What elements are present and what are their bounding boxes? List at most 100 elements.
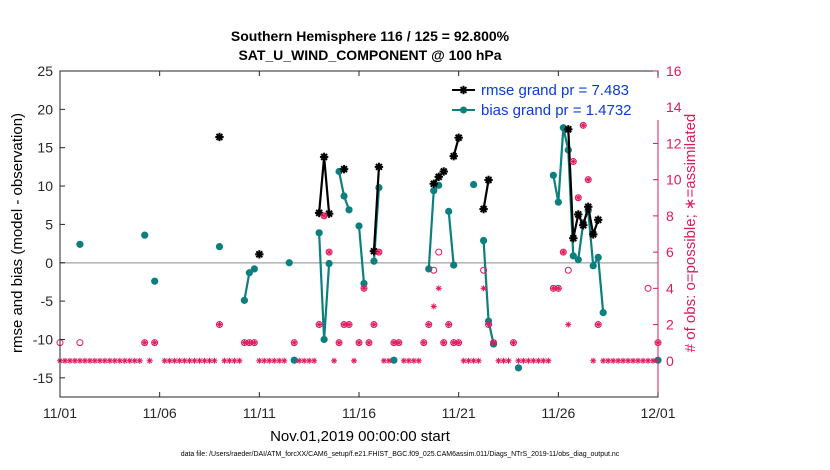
bias-point: [250, 265, 258, 273]
y-tick-label-right: 0: [666, 353, 674, 369]
rmse-point: [215, 132, 224, 142]
obs-possible-marker: [290, 339, 298, 347]
legend-box: [447, 78, 659, 120]
legend-bias-marker: [460, 106, 467, 114]
obs-assimilated-marker: [211, 357, 218, 364]
obs-assimilated-marker: [271, 357, 278, 364]
obs-possible-marker: [450, 339, 458, 347]
rmse-point: [429, 179, 438, 188]
obs-assimilated-marker: [186, 357, 193, 364]
bias-point: [370, 257, 378, 265]
rmse-point: [374, 162, 384, 172]
bias-point: [290, 356, 298, 364]
obs-assimilated-marker: [525, 357, 532, 364]
x-tick-label: 11/21: [442, 405, 476, 421]
obs-assimilated-marker: [146, 357, 153, 364]
bias-point: [514, 364, 523, 372]
obs-assimilated-marker: [490, 339, 497, 346]
bias-point: [390, 356, 398, 364]
obs-assimilated-marker: [430, 303, 437, 310]
y-tick-label-left: -10: [33, 331, 53, 347]
bias-point: [215, 243, 224, 251]
y-tick-label-right: 12: [666, 135, 682, 151]
bias-series-line: [447, 211, 455, 266]
legend-bias-label: bias grand pr = 1.4732: [481, 102, 632, 119]
rmse-point: [434, 172, 443, 182]
obs-assimilated-marker: [535, 357, 542, 364]
obs-possible-marker: [360, 284, 368, 292]
bias-point: [285, 259, 293, 267]
obs-possible-marker: [435, 248, 443, 256]
rmse-point: [255, 250, 264, 259]
obs-possible-marker: [345, 321, 353, 329]
obs-possible-marker: [430, 266, 438, 274]
obs-assimilated-marker: [480, 285, 487, 292]
obs-assimilated-marker: [575, 194, 582, 201]
obs-assimilated-marker: [415, 357, 422, 364]
obs-possible-marker: [559, 248, 567, 256]
obs-possible-marker: [395, 339, 403, 347]
obs-possible-marker: [245, 339, 253, 347]
bias-point: [320, 335, 328, 344]
bias-point: [141, 231, 149, 239]
y-tick-label-left: 10: [37, 178, 53, 194]
obs-possible-marker: [485, 321, 493, 329]
rmse-point: [339, 164, 349, 174]
bias-point: [589, 262, 597, 270]
obs-assimilated-marker: [76, 357, 83, 364]
obs-possible-marker: [644, 284, 652, 292]
y-tick-label-right: 14: [666, 99, 682, 115]
obs-possible-marker: [445, 321, 453, 329]
obs-possible-marker: [325, 248, 333, 256]
axes: 11/01 11/06 11/11 11/16 11/21 11/26 12/01 -15 -1…: [33, 63, 682, 421]
obs-assimilated-marker: [580, 122, 587, 129]
obs-assimilated-marker: [570, 158, 577, 165]
obs-possible-marker: [554, 284, 562, 292]
y-tick-label-left: 5: [45, 216, 53, 232]
bias-point: [360, 279, 368, 288]
bias-point: [151, 277, 159, 285]
obs-assimilated-marker: [91, 357, 98, 364]
obs-assimilated-marker: [236, 357, 243, 364]
obs-assimilated-marker: [370, 321, 377, 328]
obs-assimilated-marker: [291, 339, 298, 346]
obs-possible-marker: [141, 339, 149, 347]
obs-assimilated-marker: [306, 357, 313, 364]
y-axis-label-right: # of obs: o=possible; ∗=assimilated: [682, 114, 699, 353]
chart-title-line2: SAT_U_WIND_COMPONENT @ 100 hPa: [238, 47, 501, 63]
legend-rmse-marker: [459, 85, 468, 95]
obs-assimilated-marker: [505, 357, 512, 364]
obs-possible-marker: [574, 194, 582, 202]
obs-possible-marker: [240, 339, 248, 347]
y-tick-label-right: 2: [666, 317, 674, 333]
rmse-point: [589, 230, 598, 239]
obs-possible-marker: [390, 339, 398, 347]
bias-point: [599, 309, 607, 317]
obs-possible-marker: [315, 321, 323, 329]
x-tick-label: 11/26: [541, 405, 575, 421]
obs-assimilated-marker: [435, 285, 442, 292]
rmse-point: [319, 152, 329, 162]
y-tick-label-left: -15: [33, 370, 53, 386]
obs-assimilated-marker: [276, 357, 283, 364]
bias-point: [240, 296, 248, 304]
x-tick-label: 11/06: [143, 405, 177, 421]
rmse-point: [369, 247, 379, 256]
bias-point: [340, 192, 348, 200]
obs-possible-marker: [250, 339, 258, 347]
obs-possible-marker: [420, 339, 428, 347]
y-tick-label-right: 8: [666, 208, 674, 224]
y-tick-label-left: 15: [37, 140, 53, 156]
obs-assimilated-marker: [86, 357, 93, 364]
rmse-point: [449, 151, 458, 161]
bias-point: [569, 252, 577, 260]
obs-assimilated-marker: [365, 339, 372, 346]
obs-assimilated-marker: [136, 357, 143, 364]
obs-assimilated-marker: [475, 357, 482, 364]
obs-assimilated-marker: [500, 357, 507, 364]
obs-assimilated-marker: [336, 339, 343, 346]
y-tick-label-left: 20: [37, 101, 53, 117]
obs-possible-marker: [335, 339, 343, 347]
rmse-point: [564, 125, 573, 134]
